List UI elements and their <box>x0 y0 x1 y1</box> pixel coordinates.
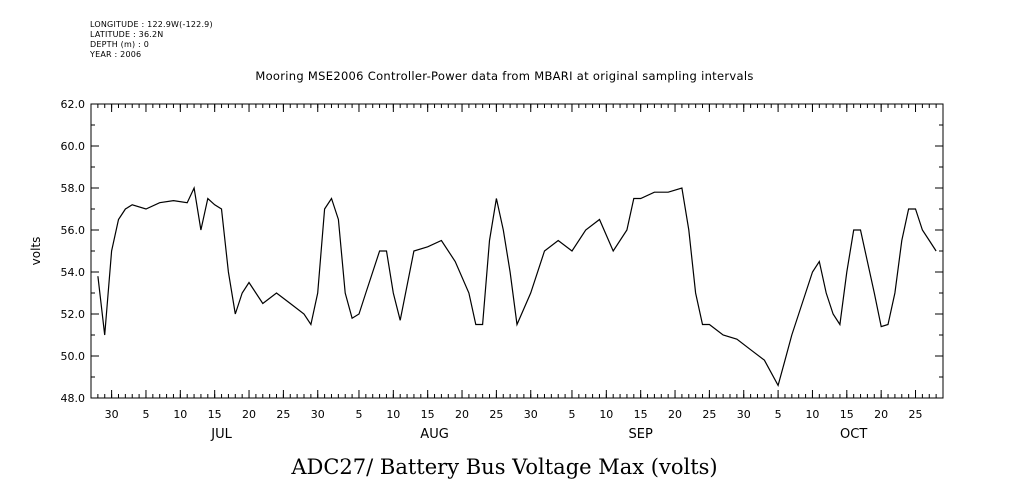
x-tick-label: 25 <box>489 408 503 421</box>
y-tick-label: 52.0 <box>61 308 86 321</box>
x-tick-label: 5 <box>775 408 782 421</box>
x-tick-label: 30 <box>105 408 119 421</box>
x-tick-label: 10 <box>805 408 819 421</box>
x-tick-label: 20 <box>874 408 888 421</box>
x-tick-label: 25 <box>702 408 716 421</box>
x-tick-label: 5 <box>355 408 362 421</box>
meta-latitude: LATITUDE : 36.2N <box>90 30 164 39</box>
x-tick-label: 15 <box>421 408 435 421</box>
x-tick-label: 15 <box>840 408 854 421</box>
x-tick-label: 15 <box>208 408 222 421</box>
y-axis-label: volts <box>29 237 43 266</box>
y-tick-label: 62.0 <box>61 98 86 111</box>
y-tick-label: 56.0 <box>61 224 86 237</box>
x-month-label: AUG <box>420 427 448 442</box>
series-line <box>97 185 937 387</box>
series-group <box>97 185 937 387</box>
chart-title: Mooring MSE2006 Controller-Power data fr… <box>255 69 754 83</box>
meta-depth: DEPTH (m) : 0 <box>90 40 149 49</box>
x-month-label: OCT <box>840 427 867 442</box>
meta-year: YEAR : 2006 <box>90 50 142 59</box>
x-month-label: JUL <box>210 427 232 442</box>
y-tick-label: 58.0 <box>61 182 86 195</box>
x-tick-label: 15 <box>634 408 648 421</box>
x-tick-label: 30 <box>311 408 325 421</box>
x-tick-label: 5 <box>142 408 149 421</box>
x-tick-label: 25 <box>909 408 923 421</box>
y-axis: 48.0 50.0 52.0 54.0 56.0 58.0 60.0 62.0 <box>61 98 943 405</box>
x-tick-label: 5 <box>568 408 575 421</box>
y-tick-label: 60.0 <box>61 140 86 153</box>
x-tick-label: 10 <box>173 408 187 421</box>
x-month-label: SEP <box>629 427 653 442</box>
x-axis: 30 5 10 15 20 25 30 5 10 15 20 25 30 5 10 15 20 25 30 5 10 15… <box>97 104 937 442</box>
x-axis-caption: ADC27/ Battery Bus Voltage Max (volts) <box>291 455 718 479</box>
plot-frame <box>90 103 944 399</box>
x-tick-label: 20 <box>242 408 256 421</box>
metadata-block: LONGITUDE : 122.9W(-122.9) LATITUDE : 36… <box>90 20 213 60</box>
x-tick-label: 30 <box>737 408 751 421</box>
x-tick-label: 30 <box>524 408 538 421</box>
y-tick-label: 50.0 <box>61 350 86 363</box>
y-tick-label: 48.0 <box>61 392 86 405</box>
x-tick-label: 20 <box>455 408 469 421</box>
y-tick-label: 54.0 <box>61 266 86 279</box>
x-tick-label: 20 <box>668 408 682 421</box>
x-tick-label: 25 <box>276 408 290 421</box>
meta-longitude: LONGITUDE : 122.9W(-122.9) <box>90 20 213 29</box>
x-tick-label: 10 <box>386 408 400 421</box>
x-tick-label: 10 <box>599 408 613 421</box>
